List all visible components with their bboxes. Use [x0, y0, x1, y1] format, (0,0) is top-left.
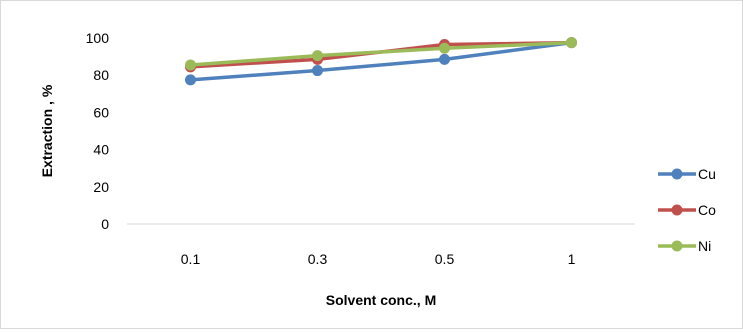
- legend-item-cu: Cu: [658, 166, 716, 182]
- y-axis-title: Extraction , %: [39, 84, 55, 177]
- line-chart: 0 20 40 60 80 100 0.1 0.3 0.5 1 Extraction , % S…: [39, 30, 716, 308]
- y-tick-label: 100: [86, 30, 110, 46]
- data-point-ni: [185, 59, 196, 71]
- data-point-ni: [312, 50, 323, 62]
- x-tick-label: 0.1: [181, 251, 201, 267]
- legend-label: Co: [698, 202, 716, 218]
- x-tick-label: 1: [568, 251, 576, 267]
- data-point-ni: [439, 42, 450, 54]
- y-tick-label: 40: [93, 142, 109, 158]
- data-point-ni: [566, 37, 577, 49]
- y-tick-label: 0: [101, 216, 109, 232]
- legend-item-ni: Ni: [658, 238, 711, 254]
- x-tick-label: 0.5: [435, 251, 455, 267]
- series-line-ni: [190, 40, 572, 67]
- data-point-cu: [185, 74, 196, 86]
- y-tick-label: 60: [93, 104, 109, 120]
- series-co: [185, 37, 577, 73]
- legend-swatch-marker: [671, 204, 683, 216]
- y-axis-ticks: 0 20 40 60 80 100: [86, 30, 110, 232]
- legend-item-co: Co: [658, 202, 716, 218]
- x-axis-ticks: 0.1 0.3 0.5 1: [181, 251, 576, 267]
- series-line-cu: [190, 40, 572, 82]
- series-group: [185, 37, 577, 86]
- legend-swatch-marker: [671, 240, 683, 252]
- legend-swatch-marker: [671, 168, 683, 180]
- x-tick-label: 0.3: [308, 251, 328, 267]
- legend-label: Cu: [698, 166, 716, 182]
- data-point-cu: [312, 65, 323, 77]
- x-axis-title: Solvent conc., M: [326, 292, 436, 308]
- y-tick-label: 80: [93, 67, 109, 83]
- y-tick-label: 20: [93, 179, 109, 195]
- legend: Cu Co Ni: [658, 166, 716, 254]
- legend-label: Ni: [698, 238, 711, 254]
- series-ni: [185, 37, 577, 71]
- data-point-cu: [439, 53, 450, 65]
